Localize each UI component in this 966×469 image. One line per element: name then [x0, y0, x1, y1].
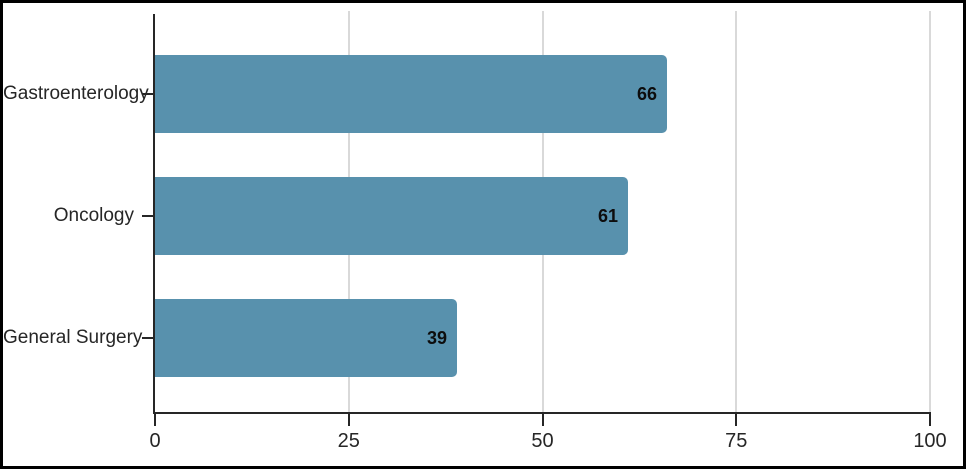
bar: 61	[155, 177, 628, 255]
category-tick-mark	[142, 215, 155, 217]
gridline	[929, 11, 931, 412]
gridline	[735, 11, 738, 412]
bar-value-label: 39	[426, 327, 447, 348]
bar: 39	[155, 299, 457, 377]
x-axis-tick-mark	[735, 414, 738, 426]
x-axis-tick-mark	[154, 414, 156, 426]
x-tick-label: 25	[337, 430, 360, 452]
bar-chart: 66 Gastroenterology 61 Oncology 39 General Su…	[3, 3, 963, 466]
x-tick-label: 50	[531, 430, 554, 452]
bar-value-label: 66	[636, 83, 657, 104]
category-label: Gastroenterology	[3, 83, 149, 104]
category-tick-mark	[142, 93, 155, 95]
category-tick-mark	[142, 337, 155, 339]
x-tick-label: 75	[725, 430, 748, 452]
x-tick-label: 100	[913, 430, 947, 452]
x-axis-tick-mark	[541, 414, 544, 426]
bar-value-label: 61	[597, 205, 618, 226]
y-axis-line	[153, 14, 155, 412]
category-label: General Surgery	[3, 327, 143, 348]
x-tick-label: 0	[149, 430, 161, 452]
x-axis-line	[153, 412, 931, 414]
category-label: Oncology	[53, 205, 134, 226]
bar: 66	[155, 55, 667, 133]
x-axis-tick-mark	[929, 414, 931, 426]
x-axis-tick-mark	[347, 414, 350, 426]
